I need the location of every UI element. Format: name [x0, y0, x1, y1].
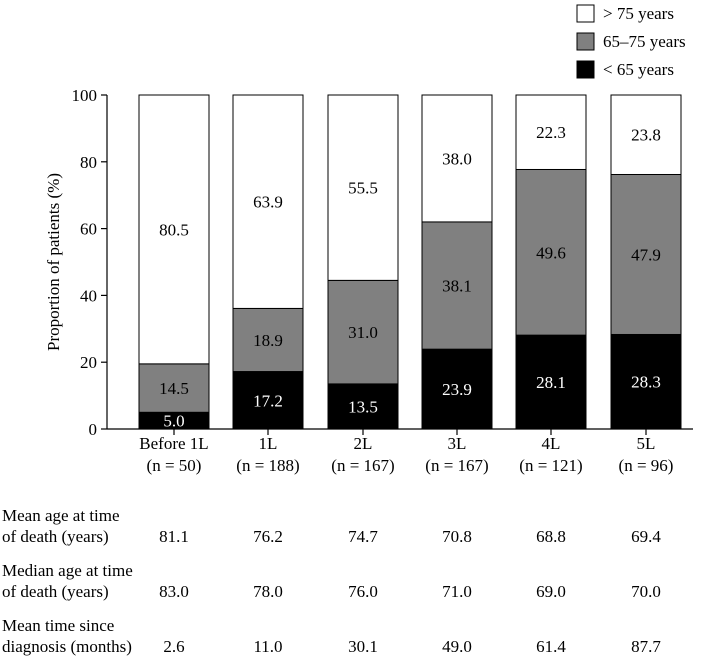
stacked-bar-chart: > 75 years 65–75 years < 65 years 0 20 40 60 8…	[44, 4, 693, 475]
data-label: 55.5	[348, 179, 378, 198]
table-cell: 69.4	[631, 527, 661, 546]
y-tick-label: 0	[89, 420, 98, 439]
x-tick-n-label: (n = 96)	[619, 456, 674, 475]
table-cell: 83.0	[159, 582, 189, 601]
table-cell: 70.8	[442, 527, 472, 546]
table-cell: 76.0	[348, 582, 378, 601]
bar-stack: 28.1 49.6 22.3	[515, 94, 587, 430]
data-label: 38.0	[442, 149, 472, 168]
data-label: 23.8	[631, 126, 661, 145]
table-cell: 70.0	[631, 582, 661, 601]
table-row: Median age at time of death (years) 83.0 78…	[0, 560, 709, 612]
bar-segment	[232, 307, 304, 373]
legend-label: < 65 years	[603, 60, 674, 79]
table-cell: 49.0	[442, 637, 472, 656]
table-cell: 76.2	[253, 527, 283, 546]
table-cell: 78.0	[253, 582, 283, 601]
bar-segment	[610, 94, 682, 175]
table-cell: 81.1	[159, 527, 189, 546]
x-tick-label: 1L	[259, 434, 278, 453]
table-row-label-line: Median age at time	[2, 561, 133, 580]
data-label: 28.3	[631, 373, 661, 392]
x-tick-label: 3L	[448, 434, 467, 453]
table-cell: 69.0	[536, 582, 566, 601]
legend: > 75 years 65–75 years < 65 years	[576, 4, 686, 79]
legend-swatch	[576, 4, 595, 23]
y-tick-label: 60	[80, 220, 97, 239]
bar-segment	[138, 94, 210, 365]
table-row-label: Mean age at time of death (years)	[2, 505, 120, 547]
bar-segment	[232, 94, 304, 309]
table-cell: 11.0	[253, 637, 283, 656]
table-row: Mean time since diagnosis (months) 2.6 11.0…	[0, 615, 709, 667]
bar-segment	[327, 279, 399, 385]
bar-segment	[515, 334, 587, 430]
data-label: 28.1	[536, 373, 566, 392]
table-cell: 74.7	[348, 527, 378, 546]
bar-segment	[327, 94, 399, 281]
data-label: 31.0	[348, 323, 378, 342]
legend-label: > 75 years	[603, 4, 674, 23]
table-cell: 2.6	[163, 637, 185, 656]
y-axis-label: Proportion of patients (%)	[44, 173, 63, 351]
data-label: 49.6	[536, 243, 566, 262]
data-label: 17.2	[253, 391, 283, 410]
table-row: Mean age at time of death (years) 81.1 76.2…	[0, 505, 709, 557]
data-label: 13.5	[348, 397, 378, 416]
table-row-label-line: diagnosis (months)	[2, 637, 132, 656]
bar-segment	[232, 371, 304, 430]
x-tick-n-label: (n = 121)	[519, 456, 582, 475]
x-tick-label: 4L	[542, 434, 561, 453]
table-row-label-line: of death (years)	[2, 582, 109, 601]
bar-stack: 17.2 18.9 63.9	[232, 94, 304, 430]
bar-segment	[515, 94, 587, 170]
x-tick-label: 2L	[354, 434, 373, 453]
bar-stack: 13.5 31.0 55.5	[327, 94, 399, 430]
data-label: 14.5	[159, 379, 189, 398]
legend-swatch	[576, 32, 595, 51]
table-cell: 68.8	[536, 527, 566, 546]
x-tick-label: 5L	[637, 434, 656, 453]
data-label: 23.9	[442, 380, 472, 399]
data-label: 38.1	[442, 277, 472, 296]
data-label: 63.9	[253, 193, 283, 212]
legend-label: 65–75 years	[603, 32, 686, 51]
bar-segment	[421, 221, 493, 350]
table-row-label-line: of death (years)	[2, 527, 109, 546]
bar-segment	[515, 168, 587, 336]
bars: 5.0 14.5 80.5 17.2 18.9 63.9 13.5 31.0 55.5 23.9 3…	[138, 94, 682, 431]
table-cell: 61.4	[536, 637, 566, 656]
y-tick-label: 20	[80, 353, 97, 372]
y-tick-label: 80	[80, 153, 97, 172]
legend-swatch	[576, 60, 595, 79]
bar-segment	[610, 333, 682, 430]
table-row-label-line: Mean age at time	[2, 506, 120, 525]
data-label: 18.9	[253, 331, 283, 350]
table-row-label-line: Mean time since	[2, 616, 115, 635]
bar-segment	[138, 363, 210, 413]
data-label: 80.5	[159, 220, 189, 239]
bar-segment	[421, 94, 493, 223]
table-cell: 30.1	[348, 637, 378, 656]
table-row-label: Mean time since diagnosis (months)	[2, 615, 132, 657]
x-tick-label: Before 1L	[139, 434, 208, 453]
x-tick-n-label: (n = 167)	[425, 456, 488, 475]
y-tick-label: 100	[72, 86, 98, 105]
data-label: 5.0	[163, 412, 184, 431]
table-cell: 71.0	[442, 582, 472, 601]
x-tick-n-label: (n = 167)	[331, 456, 394, 475]
x-tick-n-label: (n = 188)	[236, 456, 299, 475]
bar-stack: 23.9 38.1 38.0	[421, 94, 493, 430]
axes: 0 20 40 60 80 100 Before 1L (n = 50) 1L (n = 188)…	[72, 86, 693, 475]
data-label: 47.9	[631, 245, 661, 264]
bar-stack: 5.0 14.5 80.5	[138, 94, 210, 431]
bar-segment	[610, 173, 682, 335]
y-tick-label: 40	[80, 286, 97, 305]
table-cell: 87.7	[631, 637, 661, 656]
data-label: 22.3	[536, 123, 566, 142]
bar-stack: 28.3 47.9 23.8	[610, 94, 682, 430]
table-row-label: Median age at time of death (years)	[2, 560, 133, 602]
x-tick-n-label: (n = 50)	[147, 456, 202, 475]
